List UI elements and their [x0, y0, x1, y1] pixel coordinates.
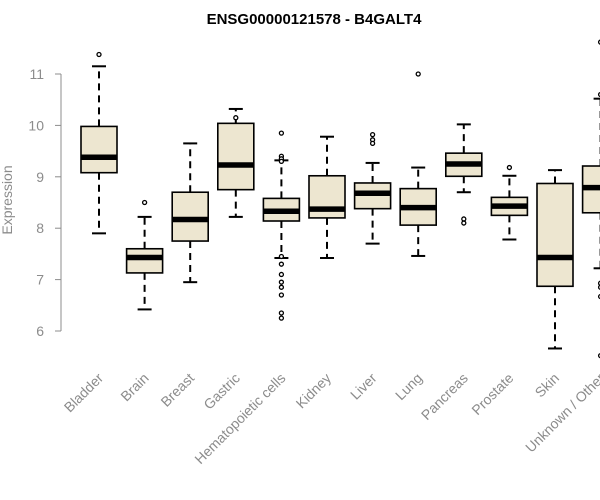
iqr-box	[125, 247, 164, 274]
box-group	[80, 51, 118, 235]
box-group	[581, 39, 600, 359]
iqr-box	[171, 191, 209, 242]
y-axis-title: Expression	[0, 165, 15, 234]
x-category-label: Brain	[117, 370, 151, 404]
x-category-label: Bladder	[61, 370, 107, 416]
iqr-box	[536, 182, 574, 288]
outlier-point	[278, 315, 285, 321]
x-category-label: Skin	[532, 370, 563, 401]
outlier-point	[506, 164, 513, 171]
box-group	[399, 71, 438, 257]
y-tick-label: 8	[36, 220, 44, 236]
y-tick-label: 7	[36, 272, 44, 288]
boxes	[80, 39, 600, 359]
y-tick-label: 11	[29, 66, 44, 82]
outlier-point	[461, 216, 467, 222]
x-category-label: Unknown / Other	[522, 370, 600, 456]
x-category-label: Pancreas	[418, 370, 471, 423]
outlier-point	[141, 199, 148, 206]
y-tick-label: 9	[36, 169, 44, 185]
box-group	[171, 142, 209, 284]
x-category-label: Gastric	[200, 370, 243, 413]
outlier-point	[278, 279, 285, 285]
outlier-point	[369, 132, 376, 138]
outlier-point	[96, 51, 102, 58]
box-group	[536, 169, 574, 350]
outlier-point	[278, 253, 285, 260]
y-tick-label: 10	[28, 117, 44, 133]
outlier-point	[461, 220, 467, 226]
outlier-point	[369, 140, 376, 147]
outlier-point	[278, 130, 285, 136]
x-category-label: Hematopoietic cells	[191, 370, 288, 467]
outlier-point	[278, 310, 285, 316]
outlier-point	[415, 71, 421, 77]
outlier-point	[278, 261, 285, 267]
outlier-point	[278, 158, 285, 165]
chart-title: ENSG00000121578 - B4GALT4	[207, 11, 422, 28]
box-group	[444, 123, 483, 226]
x-category-label: Kidney	[293, 370, 335, 412]
box-group	[262, 130, 301, 321]
box-group	[353, 132, 392, 245]
outlier-point	[278, 284, 285, 290]
x-category-label: Lung	[392, 370, 425, 403]
iqr-box	[217, 122, 255, 191]
box-group	[490, 164, 529, 241]
outlier-point	[278, 292, 285, 298]
y-axis: 6 7 8 9 10 11	[28, 66, 62, 339]
x-category-label: Prostate	[468, 370, 516, 418]
x-category-label: Breast	[157, 370, 197, 410]
iqr-box	[80, 125, 118, 174]
x-category-label: Liver	[347, 370, 380, 403]
outlier-point	[278, 271, 285, 278]
box-group	[125, 199, 164, 311]
y-tick-label: 6	[36, 323, 44, 339]
box-group	[308, 135, 346, 260]
outlier-point	[233, 115, 239, 121]
box-group	[217, 107, 255, 218]
